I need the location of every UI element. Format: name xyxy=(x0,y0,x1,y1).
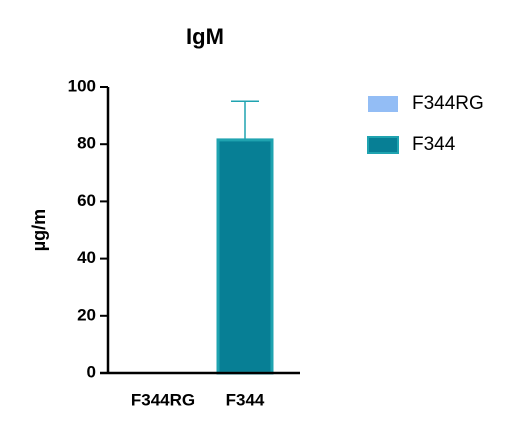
legend-swatch xyxy=(368,96,398,112)
y-tick-label: 40 xyxy=(77,248,96,267)
chart-title: IgM xyxy=(186,24,224,49)
y-tick-label: 80 xyxy=(77,134,96,153)
error-bar xyxy=(231,100,259,140)
bar xyxy=(216,138,274,375)
y-tick-label: 100 xyxy=(68,76,96,95)
y-tick-label: 20 xyxy=(77,305,96,324)
legend-label: F344RG xyxy=(412,93,484,114)
y-tick-label: 60 xyxy=(77,191,96,210)
legend-label: F344 xyxy=(412,134,456,155)
y-tick-label: 0 xyxy=(87,362,96,381)
x-tick-label: F344 xyxy=(226,390,265,409)
x-tick-label: F344RG xyxy=(131,390,195,409)
legend-swatch xyxy=(367,136,399,154)
y-axis-label: µg/m xyxy=(29,209,49,251)
